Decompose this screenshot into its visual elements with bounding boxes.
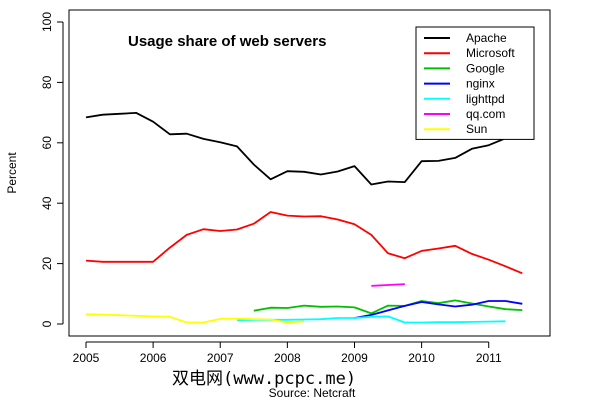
legend-label: qq.com <box>466 107 505 121</box>
y-axis-title: Percent <box>5 152 19 194</box>
plot-area <box>68 9 551 337</box>
plot-border <box>68 9 551 337</box>
legend-label: lighttpd <box>466 92 505 106</box>
series-line-qq-com <box>371 283 405 287</box>
legend-label: Google <box>466 61 505 75</box>
y-tick-label: 100 <box>40 12 54 32</box>
series-line-google <box>253 299 523 315</box>
y-tick-label: 40 <box>40 196 54 210</box>
legend-label: Microsoft <box>466 46 515 60</box>
legend-label: nginx <box>466 77 495 91</box>
x-tick-label: 2007 <box>207 351 234 365</box>
y-tick-label: 20 <box>40 257 54 271</box>
legend-label: Apache <box>466 31 507 45</box>
x-tick-label: 2006 <box>140 351 167 365</box>
x-tick-label: 2009 <box>341 351 368 365</box>
watermark: 双电网(www.pcpc.me) <box>172 369 356 389</box>
x-axis: 2005 2006 2007 2008 2009 2010 2011 <box>73 341 502 365</box>
series-line-sun <box>85 313 305 324</box>
x-tick-label: 2010 <box>408 351 435 365</box>
x-axis-title: Source: Netcraft <box>269 386 356 400</box>
y-tick-label: 60 <box>40 136 54 150</box>
legend-label: Sun <box>466 122 487 136</box>
series-layer <box>85 112 523 324</box>
series-line-microsoft <box>85 211 523 275</box>
x-tick-label: 2005 <box>73 351 100 365</box>
chart-title: Usage share of web servers <box>128 33 326 50</box>
series-line-nginx <box>354 300 523 319</box>
y-axis: 0 20 40 60 80 100 <box>40 12 64 327</box>
x-tick-label: 2008 <box>274 351 301 365</box>
x-tick-label: 2011 <box>476 351 502 365</box>
series-line-apache <box>85 112 523 186</box>
y-tick-label: 80 <box>40 75 54 89</box>
series-line-lighttpd <box>236 315 506 324</box>
y-tick-label: 0 <box>40 320 54 327</box>
